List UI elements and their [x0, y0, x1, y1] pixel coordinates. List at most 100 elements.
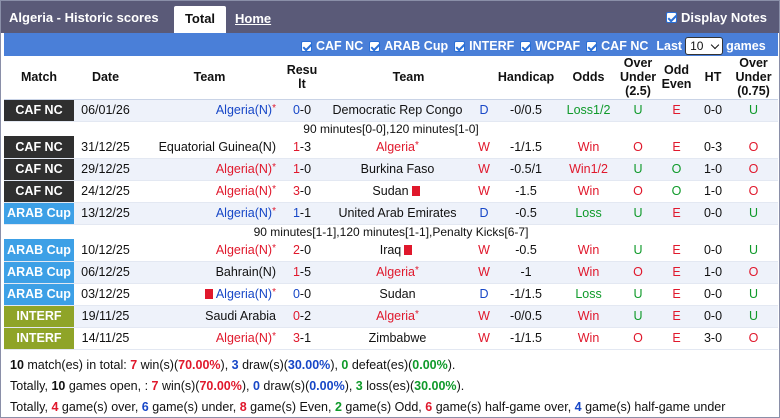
checkbox-icon[interactable] — [369, 40, 381, 52]
competition-badge: INTERF — [4, 327, 74, 350]
table-row[interactable]: ARAB Cup 13/12/25 Algeria(N)* 1-1 United Ara… — [4, 202, 779, 225]
away-team-name: Algeria — [376, 265, 415, 279]
table-header: Match Date Team Resu lt Team Handicap Odd… — [4, 56, 779, 100]
odds-result: Win — [557, 327, 621, 350]
score-home: 3 — [292, 184, 300, 198]
col-match: Match — [4, 56, 74, 100]
over-under-075: U — [729, 239, 779, 262]
summary-part: 4 — [574, 400, 582, 414]
col-odd-even: Odd Even — [656, 56, 698, 100]
table-row[interactable]: INTERF 19/11/25 Saudi Arabia 0-2 Algeria* W -0… — [4, 305, 779, 328]
half-time: 1-0 — [697, 180, 730, 203]
handicap: -0/0.5 — [495, 305, 558, 328]
summary-part: match(es) in total: — [23, 358, 131, 372]
odds-result: Win — [557, 136, 621, 159]
odd-even: E — [656, 202, 698, 225]
score-sep: - — [299, 309, 305, 323]
checkbox-icon[interactable] — [586, 40, 598, 52]
away-team-name: Iraq — [379, 242, 402, 257]
filter-label: ARAB Cup — [384, 39, 449, 53]
summary-part: game(s) over, — [58, 400, 142, 414]
handicap: -1.5 — [495, 180, 558, 203]
filter-label: CAF NC — [601, 39, 649, 53]
handicap: -1/1.5 — [495, 136, 558, 159]
half-time: 0-0 — [697, 202, 730, 225]
result: 3-1 — [282, 327, 322, 350]
filter-interf[interactable]: INTERF — [454, 39, 514, 53]
table-row[interactable]: CAF NC 31/12/25 Equatorial Guinea(N) 1-3 Alg… — [4, 136, 779, 159]
away-team: Sudan — [322, 180, 473, 203]
over-under: U — [620, 283, 657, 306]
score-home: 0 — [292, 309, 300, 323]
score-home: 1 — [292, 139, 300, 154]
summary-part: 7 — [151, 379, 159, 393]
star-icon: * — [272, 331, 276, 342]
summary-part: ), — [241, 379, 253, 393]
result: 1-5 — [282, 261, 322, 284]
table-row[interactable]: ARAB Cup 03/12/25 Algeria(N)* 0-0 Sudan D -1/1… — [4, 283, 779, 306]
checkbox-icon[interactable] — [520, 40, 532, 52]
odds-result: Win1/2 — [557, 158, 621, 181]
match-date: 06/01/26 — [74, 99, 137, 122]
filter-label: WCPAF — [535, 39, 581, 53]
over-under-075: U — [729, 99, 779, 122]
over-under-075: O — [729, 158, 779, 181]
home-team-name: Algeria(N) — [215, 287, 273, 301]
filter-caf-nc[interactable]: CAF NC — [301, 39, 363, 53]
summary-part: 4 — [51, 400, 59, 414]
competition-badge: ARAB Cup — [4, 202, 74, 225]
away-team-name: Algeria — [376, 309, 415, 323]
score-away: 0 — [304, 242, 312, 257]
competition-badge: ARAB Cup — [4, 261, 74, 284]
score-sep: - — [299, 206, 305, 220]
table-row[interactable]: INTERF 14/11/25 Algeria(N)* 3-1 Zimbabwe W -1/… — [4, 327, 779, 350]
match-date: 03/12/25 — [74, 283, 137, 306]
last-games-select[interactable]: 10 — [685, 37, 724, 55]
odds-result: Loss — [557, 202, 621, 225]
summary-part: loss(es)( — [362, 379, 415, 393]
score-sep: - — [299, 162, 305, 176]
last-games-value: 10 — [690, 39, 704, 53]
table-row[interactable]: ARAB Cup 06/12/25 Bahrain(N) 1-5 Algeria* W -1… — [4, 261, 779, 284]
home-team: Saudi Arabia — [137, 305, 282, 328]
panel-title: Algeria - Historic scores — [9, 10, 159, 25]
table-row[interactable]: ARAB Cup 10/12/25 Algeria(N)* 2-0 Iraq W -0.5 W… — [4, 239, 779, 262]
over-under: O — [620, 327, 657, 350]
summary-part: 0 — [341, 358, 349, 372]
tab-total[interactable]: Total — [174, 6, 226, 33]
table-row[interactable]: CAF NC 24/12/25 Algeria(N)* 3-0 Sudan W -1.5 Wi… — [4, 180, 779, 203]
filter-arab-cup[interactable]: ARAB Cup — [369, 39, 448, 53]
over-under: O — [620, 136, 657, 159]
checkbox-icon[interactable] — [666, 12, 678, 23]
competition-badge: CAF NC — [4, 158, 74, 181]
home-team-name: Algeria(N) — [215, 331, 273, 345]
tab-home[interactable]: Home — [235, 11, 272, 26]
filter-wcpaf[interactable]: WCPAF — [520, 39, 580, 53]
checkbox-icon[interactable] — [301, 40, 312, 52]
score-home: 1 — [292, 265, 300, 279]
filter-caf-nc-2[interactable]: CAF NC — [586, 39, 648, 53]
checkbox-icon[interactable] — [454, 40, 466, 52]
odds-result: Win — [557, 305, 621, 328]
score-home: 1 — [292, 162, 300, 176]
star-icon: * — [272, 184, 276, 195]
col-ht: HT — [697, 56, 730, 100]
red-card-icon — [404, 244, 413, 255]
home-team: Equatorial Guinea(N) — [137, 136, 282, 159]
table-row[interactable]: CAF NC 06/01/26 Algeria(N)* 0-0 Democratic R… — [4, 99, 779, 122]
summary-part: ). — [456, 379, 465, 393]
home-team: Algeria(N)* — [137, 239, 282, 262]
score-away: 0 — [304, 103, 312, 117]
summary-over-under: Totally, 4 game(s) over, 6 game(s) under… — [10, 400, 725, 414]
results-table: Match Date Team Resu lt Team Handicap Odd… — [4, 56, 779, 350]
table-row[interactable]: CAF NC 29/12/25 Algeria(N)* 1-0 Burkina Faso… — [4, 158, 779, 181]
score-away: 1 — [304, 331, 312, 345]
star-icon: * — [415, 309, 419, 320]
summary-matches: 10 match(es) in total: 7 win(s)(70.00%),… — [10, 358, 455, 372]
summary-part: 8 — [239, 400, 247, 414]
display-notes-toggle[interactable]: Display Notes — [666, 10, 767, 25]
away-team: Burkina Faso — [322, 158, 473, 181]
match-date: 24/12/25 — [74, 180, 137, 203]
over-under-075: O — [729, 261, 779, 284]
summary-part: 0.00% — [412, 358, 448, 372]
